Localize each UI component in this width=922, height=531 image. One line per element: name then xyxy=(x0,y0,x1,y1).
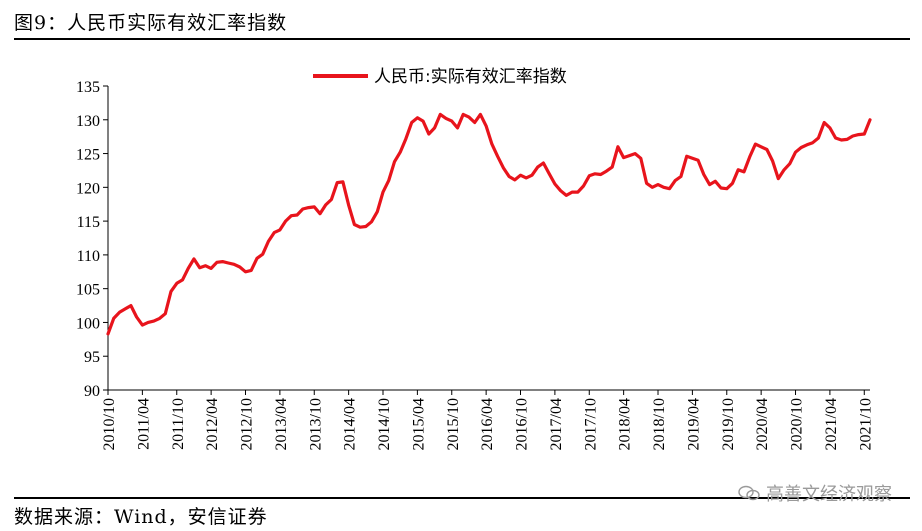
x-tick-label: 2014/04 xyxy=(342,398,359,450)
y-tick-label: 105 xyxy=(76,282,100,299)
watermark-text: 高善文经济观察 xyxy=(766,484,892,505)
x-tick-label: 2017/10 xyxy=(582,398,599,450)
y-tick-label: 110 xyxy=(77,248,100,265)
legend-label: 人民币:实际有效汇率指数 xyxy=(374,67,567,87)
x-tick-label: 2017/04 xyxy=(548,398,565,450)
x-axis-ticks: 2010/10 2011/04 2011/10 2012/04 2012/10 2013/… xyxy=(101,390,874,450)
x-tick-label: 2018/04 xyxy=(617,398,634,450)
x-tick-label: 2018/10 xyxy=(651,398,668,450)
y-tick-label: 130 xyxy=(76,113,100,130)
y-tick-label: 90 xyxy=(84,383,100,400)
y-tick-label: 125 xyxy=(76,147,100,164)
x-tick-label: 2014/10 xyxy=(376,398,393,450)
x-tick-label: 2013/10 xyxy=(307,398,324,450)
x-tick-label: 2020/04 xyxy=(754,398,771,450)
legend: 人民币:实际有效汇率指数 xyxy=(313,67,567,87)
x-tick-label: 2011/10 xyxy=(170,398,187,450)
x-tick-label: 2015/04 xyxy=(410,398,427,450)
y-tick-label: 135 xyxy=(76,79,100,96)
wechat-icon xyxy=(738,485,760,501)
x-tick-label: 2021/04 xyxy=(823,398,840,450)
top-rule xyxy=(14,38,910,40)
chart-axes xyxy=(107,86,870,391)
x-tick-label: 2012/04 xyxy=(204,398,221,450)
x-tick-label: 2013/04 xyxy=(273,398,290,450)
y-tick-label: 120 xyxy=(76,180,100,197)
y-tick-label: 95 xyxy=(84,349,100,366)
figure-title: 图9：人民币实际有效汇率指数 xyxy=(14,12,288,34)
x-tick-label: 2015/10 xyxy=(445,398,462,450)
x-tick-label: 2020/10 xyxy=(789,398,806,450)
y-tick-label: 115 xyxy=(77,214,100,231)
x-tick-label: 2010/10 xyxy=(101,398,118,450)
x-tick-label: 2011/04 xyxy=(135,398,152,450)
y-tick-label: 100 xyxy=(76,315,100,332)
y-axis-ticks: 90 95 100 105 110 115 120 125 130 135 xyxy=(76,79,108,400)
x-tick-label: 2021/10 xyxy=(857,398,874,450)
series-line xyxy=(106,112,872,336)
source-note: 数据来源：Wind，安信证券 xyxy=(14,506,268,528)
x-tick-label: 2012/10 xyxy=(239,398,256,450)
x-tick-label: 2019/10 xyxy=(720,398,737,450)
line-chart: 90 95 100 105 110 115 120 125 130 135 2010/10 2011… xyxy=(76,67,874,450)
watermark: 高善文经济观察 xyxy=(738,480,892,506)
series-layer xyxy=(106,112,872,336)
x-tick-label: 2016/04 xyxy=(479,398,496,450)
x-tick-label: 2019/04 xyxy=(685,398,702,450)
x-tick-label: 2016/10 xyxy=(514,398,531,450)
bottom-rule xyxy=(14,497,910,499)
